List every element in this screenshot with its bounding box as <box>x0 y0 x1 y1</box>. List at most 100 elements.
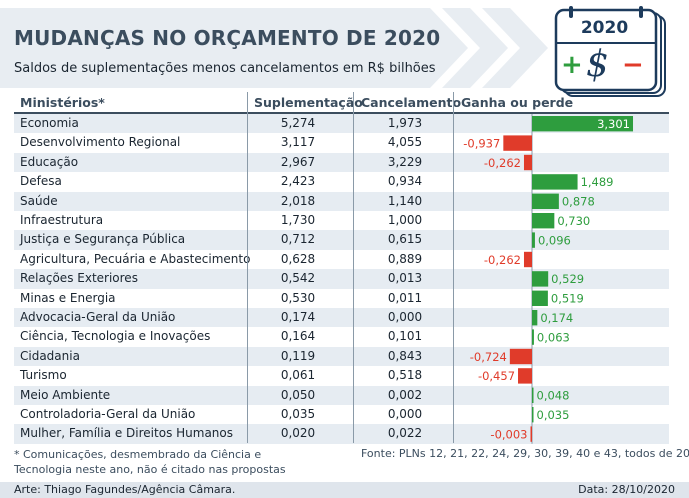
ministry-name: Relações Exteriores <box>20 271 138 286</box>
page-subtitle: Saldos de suplementações menos cancelame… <box>14 61 436 76</box>
ministry-name: Advocacia-Geral da União <box>20 310 176 324</box>
supplementation-value: 0,628 <box>280 251 316 266</box>
page-title: MUDANÇAS NO ORÇAMENTO DE 2020 <box>14 26 441 50</box>
cancellation-value: 0,889 <box>387 251 423 266</box>
table-row: Advocacia-Geral da União 0,174 0,000 <box>14 308 669 328</box>
cancellation-value: 1,140 <box>387 193 423 208</box>
table-row: Agricultura, Pecuária e Abastecimento 0,6… <box>14 250 669 269</box>
cancellation-value: 4,055 <box>387 135 423 150</box>
supplementation-value: 0,061 <box>280 368 316 383</box>
ministry-name: Meio Ambiente <box>20 387 111 402</box>
supplementation-value: 2,018 <box>280 193 316 208</box>
column-separator <box>247 92 248 443</box>
column-separator <box>453 92 454 443</box>
bar <box>532 387 534 403</box>
cancellation-value: 0,843 <box>387 348 423 363</box>
footnote: * Comunicações, desmembrado da Ciência e… <box>14 448 286 476</box>
cancellation-value: 1,973 <box>387 116 423 130</box>
cancellation-value: 0,022 <box>387 426 423 441</box>
bar <box>532 193 559 209</box>
supplementation-value: 0,542 <box>280 271 316 286</box>
infographic-panel: MUDANÇAS NO ORÇAMENTO DE 2020 Saldos de … <box>0 0 689 482</box>
ministry-name: Desenvolvimento Regional <box>20 135 181 150</box>
table-row: Controladoria-Geral da União 0,035 0,000 <box>14 405 669 424</box>
cancellation-value: 0,013 <box>387 271 423 286</box>
bar <box>532 213 555 229</box>
cancellation-value: 0,934 <box>387 174 423 189</box>
bar-label: -0,003 <box>490 427 527 441</box>
bar <box>532 310 538 326</box>
minus-icon: − <box>622 50 644 80</box>
cancellation-value: 0,518 <box>387 368 423 383</box>
ministry-name: Agricultura, Pecuária e Abastecimento <box>20 251 251 266</box>
table-row: Mulher, Família e Direitos Humanos 0,020 0… <box>14 424 669 444</box>
ministry-name: Infraestrutura <box>20 213 104 227</box>
cancellation-value: 0,000 <box>387 407 423 421</box>
table-row: Justiça e Segurança Pública 0,712 0,615 <box>14 230 669 250</box>
footer-bar: Arte: Thiago Fagundes/Agência Câmara. Da… <box>0 482 689 498</box>
ministry-name: Minas e Energia <box>20 290 116 305</box>
bar-label: -0,724 <box>470 350 507 364</box>
bar-label: -0,937 <box>463 136 500 150</box>
header-rule <box>14 112 669 114</box>
bar <box>532 329 534 345</box>
supplementation-value: 0,119 <box>280 348 316 363</box>
chevron-decoration <box>0 8 548 88</box>
ministry-name: Justiça e Segurança Pública <box>20 232 186 247</box>
supplementation-value: 5,274 <box>280 116 316 130</box>
bar-label: 0,529 <box>551 272 584 286</box>
bar-label: -0,457 <box>478 369 515 383</box>
ministry-name: Economia <box>20 116 79 130</box>
bar <box>532 290 548 306</box>
supplementation-value: 0,164 <box>280 329 316 344</box>
cancellation-value: 0,101 <box>387 329 423 344</box>
bar-label: -0,262 <box>484 156 521 170</box>
ministry-name: Saúde <box>20 193 58 208</box>
supplementation-value: 3,117 <box>280 135 316 150</box>
source-note: Fonte: PLNs 12, 21, 22, 24, 29, 30, 39, … <box>361 447 689 460</box>
table-row: Turismo 0,061 0,518 <box>14 366 669 385</box>
table-row: Economia 5,274 1,973 <box>14 114 669 134</box>
supplementation-value: 1,730 <box>280 213 316 227</box>
bar <box>523 251 532 268</box>
table-row: Defesa 2,423 0,934 <box>14 172 669 191</box>
bar <box>518 368 532 384</box>
supplementation-value: 2,967 <box>280 154 316 169</box>
bar <box>523 154 532 171</box>
column-header-ministries: Ministérios* <box>20 95 105 110</box>
ministry-name: Mulher, Família e Direitos Humanos <box>20 426 233 441</box>
credit-text: Arte: Thiago Fagundes/Agência Câmara. <box>14 483 236 496</box>
bar-label: 3,301 <box>597 117 630 131</box>
table-row: Educação 2,967 3,229 <box>14 152 669 173</box>
cancellation-value: 0,615 <box>387 232 423 247</box>
bar <box>532 174 578 190</box>
ministry-name: Educação <box>20 154 79 169</box>
dollar-icon: $ <box>586 44 609 85</box>
bar <box>532 232 535 248</box>
column-separator <box>353 92 354 443</box>
calendar-year: 2020 <box>580 18 629 38</box>
cancellation-value: 0,002 <box>387 387 423 402</box>
table-row: Ciência, Tecnologia e Inovações 0,164 0,10… <box>14 327 669 346</box>
bar-label: 0,096 <box>538 233 571 247</box>
bar-label: 0,730 <box>557 214 590 228</box>
bar <box>532 116 634 132</box>
table-row: Cidadania 0,119 0,843 <box>14 346 669 367</box>
column-header-supplementation: Suplementação <box>254 95 363 110</box>
bar-label: 0,174 <box>540 311 573 325</box>
bar-label: -0,262 <box>484 253 521 267</box>
bar <box>532 271 549 287</box>
table-row: Desenvolvimento Regional 3,117 4,055 <box>14 133 669 152</box>
bar <box>503 135 532 151</box>
column-header-net: Ganha ou perde <box>461 95 574 110</box>
bar-label: 0,063 <box>537 330 570 344</box>
ministry-name: Defesa <box>20 174 62 189</box>
ministry-name: Ciência, Tecnologia e Inovações <box>20 329 211 344</box>
bar-label: 0,878 <box>562 195 595 209</box>
supplementation-value: 0,530 <box>280 290 316 305</box>
calendar-icon <box>554 6 666 97</box>
bar-label: 0,035 <box>537 408 570 422</box>
ministry-name: Controladoria-Geral da União <box>20 407 196 421</box>
cancellation-value: 3,229 <box>387 154 423 169</box>
bar-label: 1,489 <box>581 175 614 189</box>
